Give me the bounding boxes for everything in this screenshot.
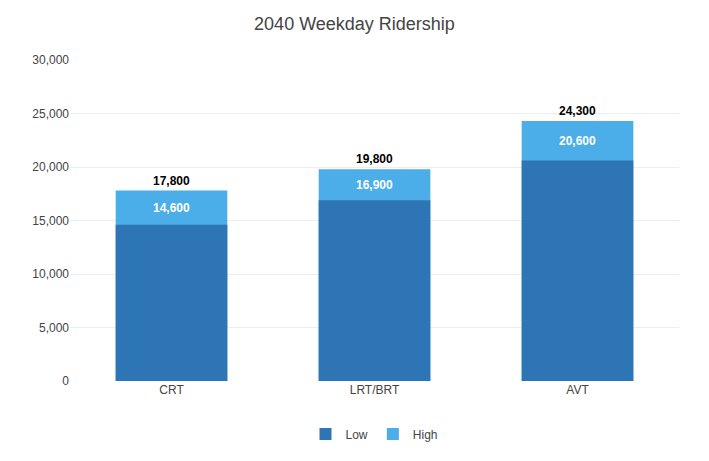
svg-text:0: 0 <box>62 374 69 388</box>
svg-text:CRT: CRT <box>159 383 184 397</box>
svg-text:AVT: AVT <box>566 383 589 397</box>
svg-text:15,000: 15,000 <box>32 214 69 228</box>
svg-text:24,300: 24,300 <box>559 104 596 118</box>
svg-text:17,800: 17,800 <box>153 174 190 188</box>
svg-text:30,000: 30,000 <box>32 53 69 67</box>
svg-text:2040 Weekday Ridership: 2040 Weekday Ridership <box>254 14 455 34</box>
svg-text:5,000: 5,000 <box>39 321 69 335</box>
svg-text:14,600: 14,600 <box>153 201 190 215</box>
svg-text:25,000: 25,000 <box>32 107 69 121</box>
svg-text:10,000: 10,000 <box>32 267 69 281</box>
svg-text:LRT/BRT: LRT/BRT <box>350 383 400 397</box>
svg-text:19,800: 19,800 <box>356 152 393 166</box>
svg-text:20,600: 20,600 <box>559 134 596 148</box>
svg-text:Low: Low <box>346 428 368 442</box>
svg-text:High: High <box>413 428 438 442</box>
svg-text:16,900: 16,900 <box>356 178 393 192</box>
svg-text:20,000: 20,000 <box>32 160 69 174</box>
